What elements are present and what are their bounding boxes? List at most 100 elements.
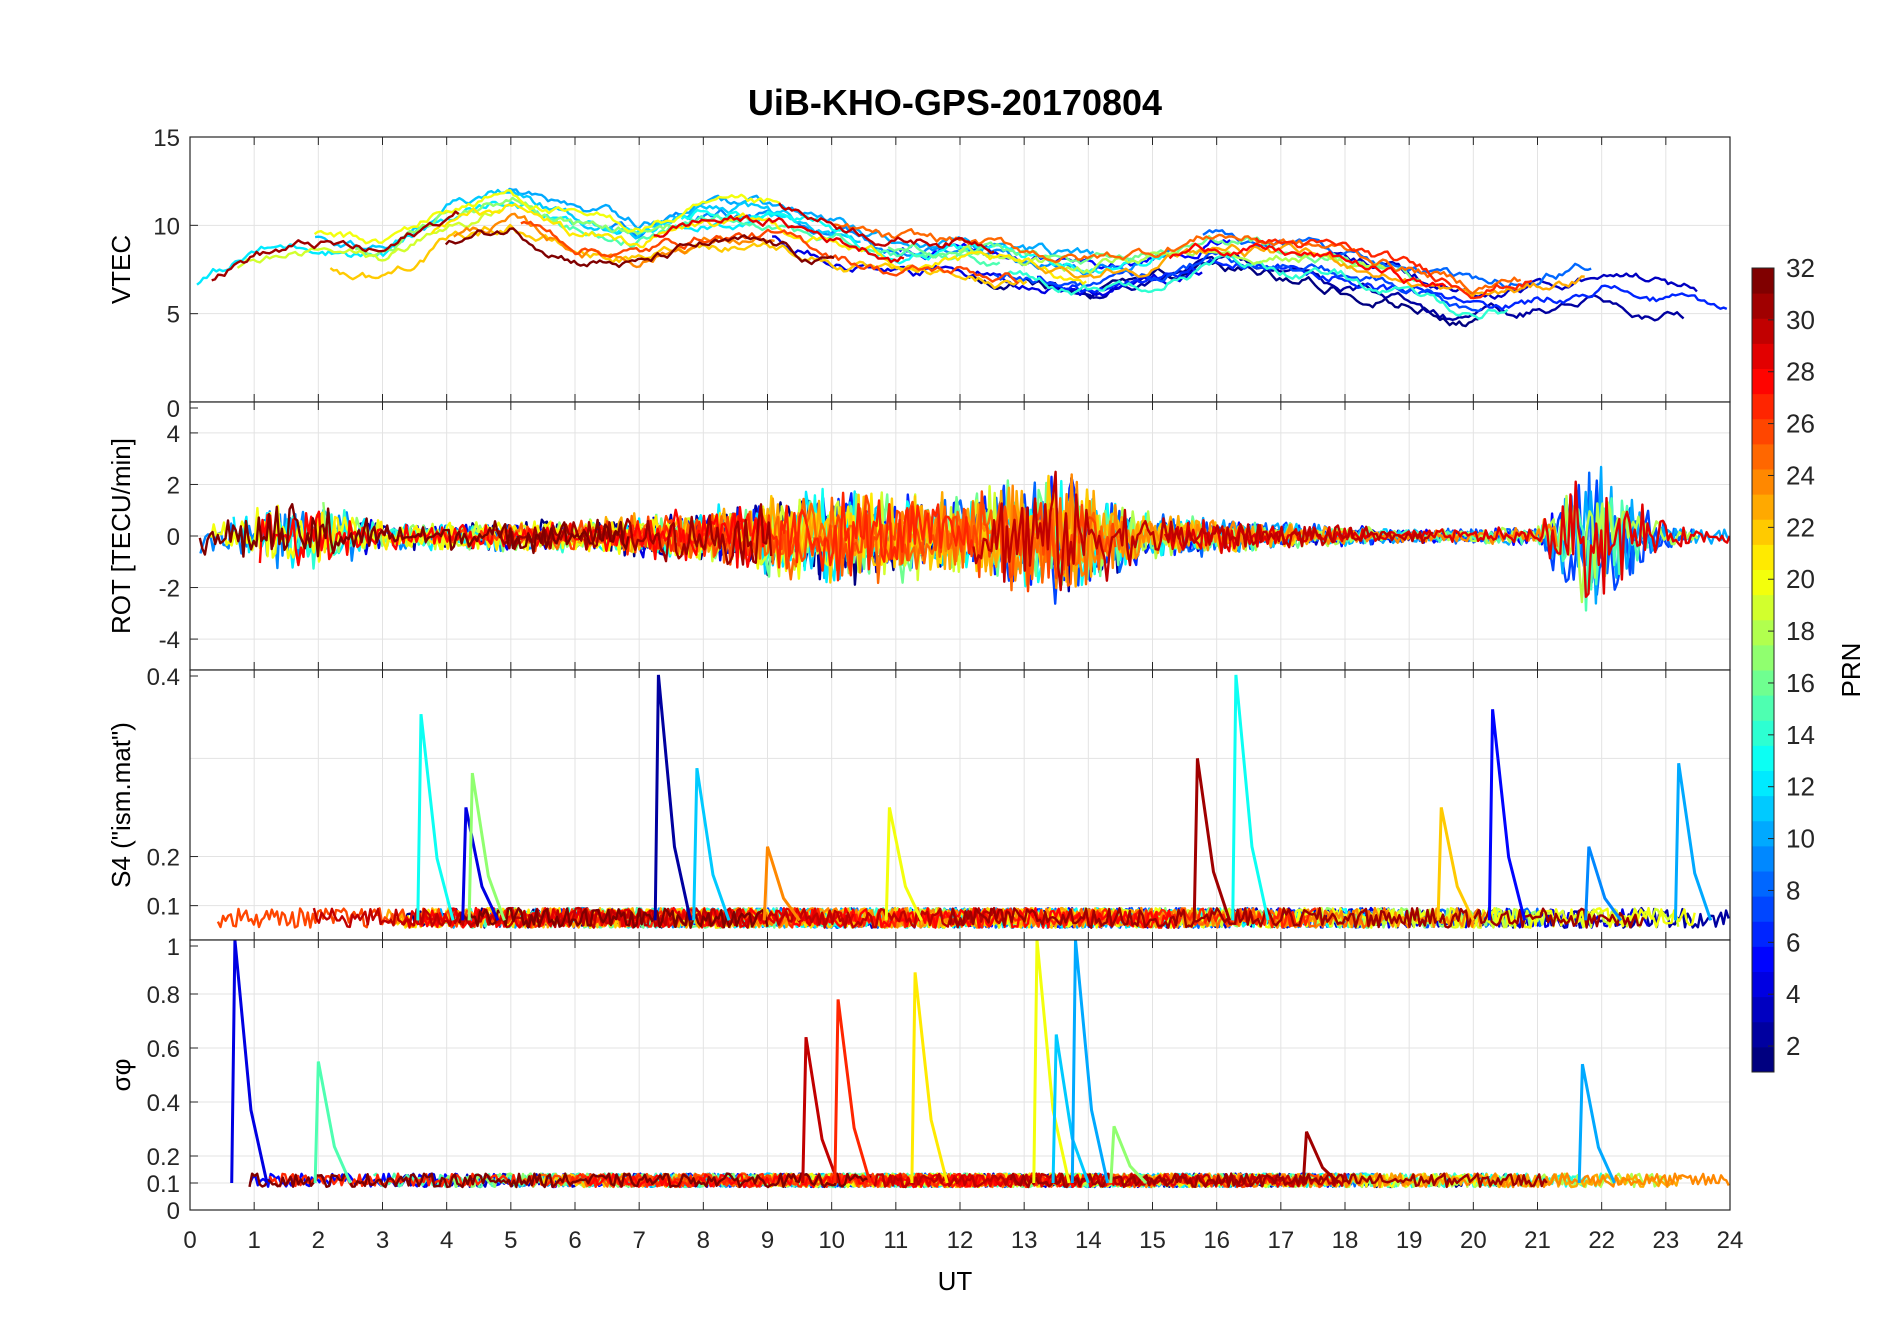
x-tick-label: 23 [1652, 1227, 1679, 1254]
series-line-prn-29 [653, 214, 905, 264]
series-line-prn-21 [430, 203, 1087, 285]
y-tick-label: 5 [167, 302, 180, 329]
spike-prn-13 [1231, 674, 1270, 921]
series-line-prn-29 [400, 907, 855, 929]
colorbar-tick-label: 8 [1786, 875, 1800, 905]
spike-prn-9 [1584, 846, 1623, 922]
spike-prn-11 [692, 767, 731, 921]
x-tick-label: 6 [568, 1227, 581, 1254]
spike-prn-20 [884, 807, 923, 922]
colorbar-tick-label: 22 [1786, 512, 1815, 542]
spike-prn-17 [1109, 1125, 1148, 1185]
series-line-prn-27 [1254, 237, 1533, 300]
spike-prn-15 [313, 1061, 352, 1184]
x-tick-label: 10 [818, 1227, 845, 1254]
y-tick-label: 0 [167, 1198, 180, 1225]
x-tick-label: 24 [1717, 1227, 1744, 1254]
colorbar-tick-label: 20 [1786, 564, 1815, 594]
colorbar-label: PRN [1836, 643, 1866, 698]
x-tick-label: 13 [1011, 1227, 1038, 1254]
series-line-prn-30 [972, 470, 1434, 592]
colorbar-swatch [1752, 544, 1774, 570]
series-line-prn-32 [198, 503, 630, 558]
colorbar-tick-label: 18 [1786, 616, 1815, 646]
series-line-prn-13 [680, 209, 1173, 274]
x-tick-label: 11 [883, 1227, 908, 1254]
x-tick-label: 0 [183, 1227, 196, 1254]
y-tick-label: 0.8 [147, 982, 180, 1009]
spike-prn-20 [1032, 940, 1071, 1184]
series-line-prn-19 [236, 208, 502, 269]
colorbar-swatch [1752, 1021, 1774, 1048]
y-tick-label: 0.6 [147, 1036, 180, 1063]
series-line-prn-32 [248, 1172, 872, 1189]
spike-prn-10 [1577, 1063, 1616, 1184]
y-axis-label: VTEC [106, 235, 136, 304]
x-tick-label: 7 [632, 1227, 645, 1254]
spike-prn-13 [416, 714, 455, 921]
x-tick-label: 5 [504, 1227, 517, 1254]
x-tick-label: 18 [1332, 1227, 1359, 1254]
series-line-prn-32 [444, 227, 835, 269]
series-line-prn-32 [458, 907, 769, 929]
y-tick-label: -2 [159, 576, 180, 603]
series-line-prn-31 [1009, 1172, 1548, 1189]
colorbar-swatch [1752, 644, 1774, 671]
x-axis-label: UT [938, 1266, 973, 1296]
spike-prn-22 [1436, 807, 1475, 922]
y-axis-label: ROT [TECU/min] [106, 438, 136, 634]
spike-prn-21 [910, 972, 949, 1184]
y-tick-label: 4 [167, 421, 180, 448]
colorbar-swatch [1752, 418, 1774, 445]
colorbar-tick-label: 24 [1786, 460, 1815, 490]
colorbar-swatch [1752, 318, 1774, 344]
x-tick-label: 14 [1075, 1227, 1102, 1254]
colorbar-swatch [1752, 293, 1774, 319]
colorbar-swatch [1752, 946, 1774, 972]
colorbar-tick-label: 6 [1786, 927, 1800, 957]
colorbar-swatch [1752, 443, 1774, 470]
colorbar-tick-label: 30 [1786, 305, 1815, 335]
colorbar-swatch [1752, 519, 1774, 545]
x-tick-label: 9 [761, 1227, 774, 1254]
series-line-prn-25 [834, 222, 1522, 295]
x-tick-label: 2 [312, 1227, 325, 1254]
y-tick-label: 0.4 [147, 1090, 180, 1117]
colorbar-tick-label: 4 [1786, 979, 1800, 1009]
colorbar-swatch [1752, 921, 1774, 947]
colorbar-swatch [1752, 820, 1774, 847]
spike-prn-31 [1301, 1131, 1340, 1185]
colorbar-swatch [1752, 1046, 1774, 1073]
colorbar-swatch [1752, 594, 1774, 621]
colorbar-swatch [1752, 670, 1774, 696]
spike-prn-31 [1192, 758, 1231, 921]
x-tick-label: 19 [1396, 1227, 1423, 1254]
colorbar-swatch [1752, 745, 1774, 771]
series-line-prn-30 [778, 202, 995, 255]
colorbar-tick-label: 26 [1786, 409, 1815, 439]
x-tick-label: 4 [440, 1227, 453, 1254]
spike-prn-24 [762, 846, 801, 922]
y-tick-label: 10 [153, 213, 180, 240]
series-group [230, 940, 1730, 1189]
x-axis-ticks: 0 1 2 3 4 5 6 7 8 9 10 11 12 13 14 15 16 17 18 19 20 21 22 23 24 [183, 1227, 1743, 1254]
colorbar-swatch [1752, 770, 1774, 797]
y-tick-label: 2 [167, 472, 180, 499]
colorbar-swatch [1752, 695, 1774, 721]
y-tick-label: -4 [159, 627, 180, 654]
colorbar-tick-label: 10 [1786, 824, 1815, 854]
x-tick-label: 16 [1203, 1227, 1230, 1254]
grid [189, 670, 1731, 940]
colorbar-swatch [1752, 971, 1774, 998]
y-tick-label: 0.2 [147, 1144, 180, 1171]
spike-prn-4 [461, 807, 500, 922]
colorbar-swatch [1752, 569, 1774, 596]
y-axis-label: S4 ("ism.mat") [106, 722, 136, 888]
colorbar-swatch [1752, 996, 1774, 1023]
x-tick-label: 17 [1267, 1227, 1294, 1254]
spike-prn-30 [801, 1036, 840, 1184]
y-tick-label: 1 [167, 934, 180, 961]
